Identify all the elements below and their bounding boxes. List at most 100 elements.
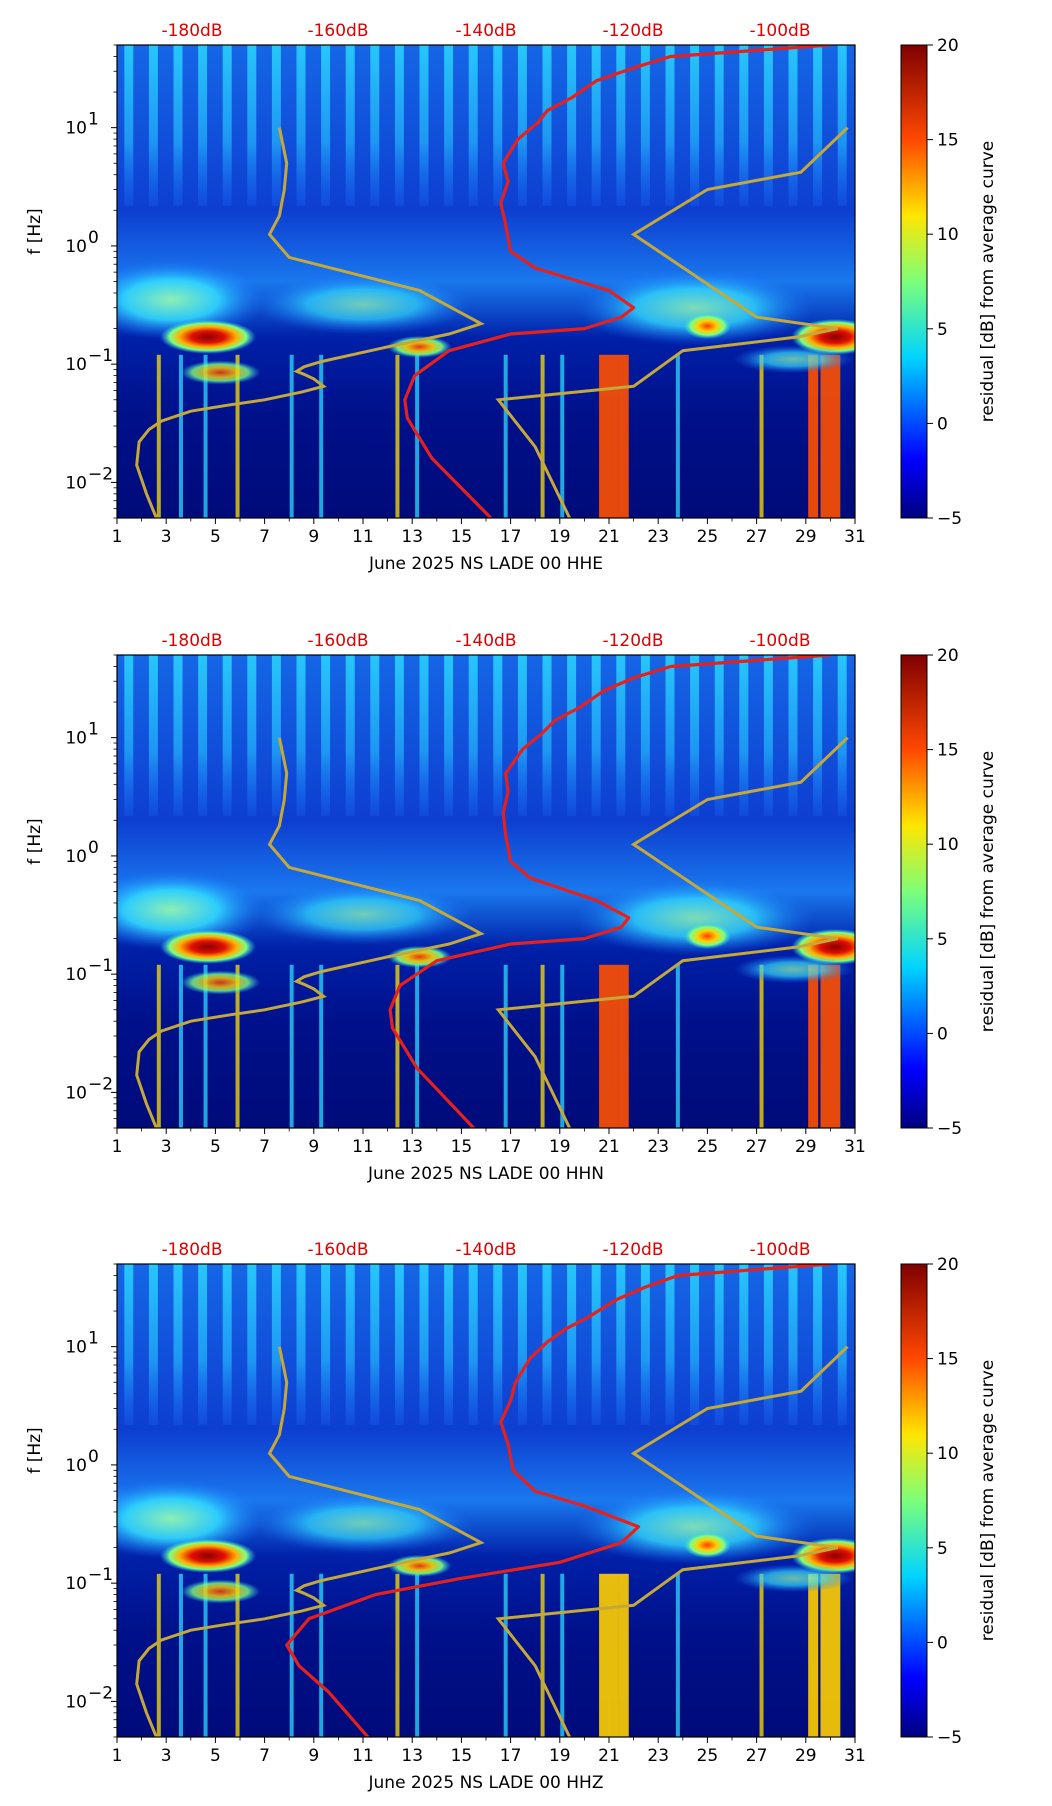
y-tick-label: 10	[65, 729, 87, 749]
y-tick-label: 10	[65, 1456, 87, 1476]
stripe-day-8	[296, 45, 306, 206]
y-tick-exponent: −1	[88, 956, 113, 976]
y-tick-label: 10	[65, 473, 87, 493]
x-tick-label: 15	[451, 1746, 473, 1766]
tan-reference-curve-left	[135, 127, 485, 518]
db-scale-label: -120dB	[602, 1240, 663, 1260]
streak-5	[319, 1573, 324, 1737]
x-tick-label: 1	[112, 1746, 123, 1766]
y-tick-label: 10	[65, 965, 87, 985]
stripe-day-27	[763, 45, 773, 206]
streak-15	[759, 354, 764, 518]
x-tick-label: 1	[112, 1137, 123, 1157]
stripe-day-21	[616, 655, 626, 816]
stripe-day-27	[763, 1264, 773, 1425]
streak-1	[178, 964, 183, 1128]
x-tick-label: 7	[259, 1137, 270, 1157]
colorbar: 20 15 10 5 0 −5 residual [dB] from average cur…	[900, 36, 998, 529]
blob-band-mid	[253, 884, 473, 945]
tan-reference-curve-right	[495, 126, 849, 518]
stripe-day-25	[714, 655, 724, 816]
x-axis-label: June 2025 NS LADE 00 HHZ	[368, 1773, 604, 1793]
y-tick-label: 10	[65, 1574, 87, 1594]
streak-15	[759, 964, 764, 1128]
streak-16	[808, 1573, 819, 1737]
blob-warm-day5-low	[180, 970, 261, 995]
stripe-day-2	[148, 1264, 158, 1425]
stripe-day-11	[370, 655, 380, 816]
stripe-day-23	[665, 655, 675, 816]
db-scale-label: -160dB	[307, 1240, 368, 1260]
stripe-day-10	[345, 45, 355, 206]
x-tick-label: 23	[647, 527, 669, 547]
stripe-day-25	[714, 45, 724, 206]
blob-band-mid	[253, 274, 473, 335]
streak-16	[808, 964, 819, 1128]
stripe-day-23	[665, 1264, 675, 1425]
y-tick-exponent: 0	[88, 838, 99, 858]
x-tick-label: 21	[598, 1137, 620, 1157]
stripe-day-22	[640, 1264, 650, 1425]
y-axis-label: f [Hz]	[25, 818, 45, 864]
stripe-day-28	[788, 1264, 798, 1425]
x-tick-label: 3	[161, 1746, 172, 1766]
colorbar-tick-label: 15	[937, 131, 959, 151]
streak-15	[759, 1573, 764, 1737]
y-tick-label: 10	[65, 1692, 87, 1712]
y-axis-label: f [Hz]	[25, 208, 45, 254]
spectrogram-area	[117, 1264, 855, 1737]
blob-warm-day5-low	[180, 1579, 261, 1604]
colorbar-gradient	[900, 654, 928, 1129]
db-scale-label: -180dB	[161, 1240, 222, 1260]
stripe-day-14	[444, 45, 454, 206]
streak-14	[675, 964, 680, 1128]
stripe-day-31	[862, 45, 871, 206]
x-tick-label: 9	[308, 1746, 319, 1766]
tan-reference-curve-right	[495, 1345, 849, 1737]
db-scale-label: -180dB	[161, 21, 222, 41]
x-tick-label: 19	[549, 527, 571, 547]
streak-10	[560, 1573, 565, 1737]
tan-reference-curve-left	[135, 1346, 485, 1737]
streak-17	[820, 1573, 831, 1737]
x-tick-label: 25	[697, 1746, 719, 1766]
stripe-day-2	[148, 45, 158, 206]
colorbar-tick-label: 20	[937, 36, 959, 56]
streak-6	[395, 1573, 400, 1737]
x-tick-label: 5	[210, 527, 221, 547]
db-scale-label: -140dB	[455, 631, 516, 651]
db-scale-label: -100dB	[749, 631, 810, 651]
stripe-day-14	[444, 1264, 454, 1425]
stripe-day-8	[296, 1264, 306, 1425]
x-tick-label: 15	[451, 527, 473, 547]
blob-warm-day13	[387, 1554, 452, 1577]
stripe-day-3	[173, 655, 183, 816]
x-tick-label: 7	[259, 527, 270, 547]
db-scale-label: -140dB	[455, 21, 516, 41]
streak-12	[608, 964, 619, 1128]
stripe-day-22	[640, 45, 650, 206]
stripe-day-1	[124, 655, 134, 816]
colorbar-label: residual [dB] from average curve	[978, 141, 998, 422]
streak-11	[599, 964, 610, 1128]
stripe-day-2	[148, 655, 158, 816]
stripe-day-5	[222, 1264, 232, 1425]
stripe-day-18	[542, 45, 552, 206]
x-tick-label: 21	[598, 527, 620, 547]
stripe-day-16	[493, 655, 503, 816]
colorbar-tick-label: 0	[937, 414, 948, 434]
streak-8	[503, 1573, 508, 1737]
stripe-day-17	[517, 1264, 527, 1425]
blob-hot-day5	[160, 1538, 257, 1573]
stripe-day-23	[665, 45, 675, 206]
streak-4	[289, 964, 294, 1128]
y-tick-label: 10	[65, 1083, 87, 1103]
y-axis-label: f [Hz]	[25, 1427, 45, 1473]
daily-stripes	[124, 655, 847, 816]
spectrogram-area	[117, 655, 855, 1128]
y-tick-exponent: 1	[88, 720, 99, 740]
